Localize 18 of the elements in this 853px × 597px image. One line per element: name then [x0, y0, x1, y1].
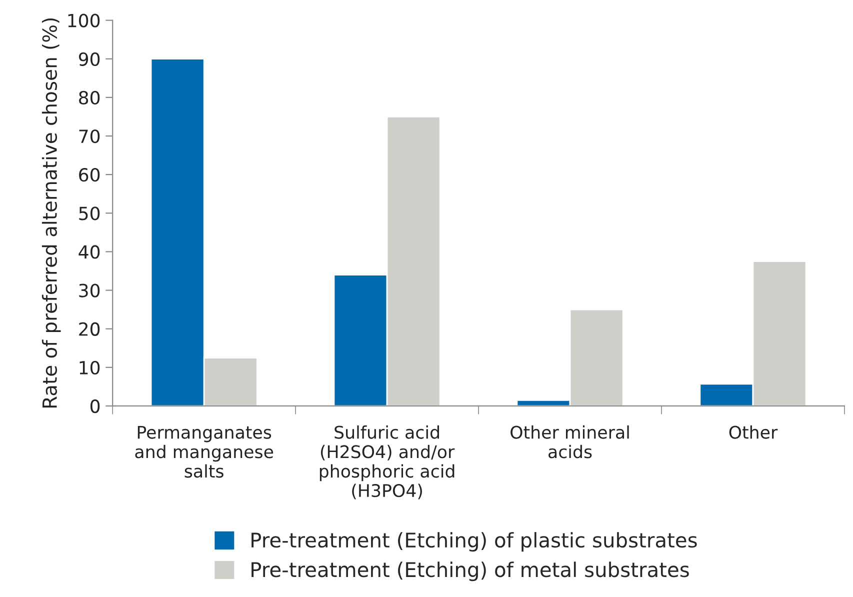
y-tick-label: 0	[90, 399, 100, 414]
y-tick-label: 100	[68, 14, 100, 28]
y-axis-title: Rate of preferred alternative chosen (%)	[42, 18, 61, 408]
x-tick-label: Permanganates and manganese salts	[135, 426, 274, 478]
x-tick-label: Other mineral acids	[510, 425, 629, 458]
y-tick-label: 10	[80, 360, 100, 375]
y-tick-label: 20	[79, 322, 100, 336]
y-tick-label: 80	[79, 90, 100, 105]
x-tick-label: Other	[729, 425, 778, 439]
y-tick-label: 90	[78, 52, 100, 66]
y-tick-label: 40	[78, 245, 100, 259]
y-tick-label: 50	[79, 206, 100, 220]
y-tick-label: 70	[79, 129, 100, 144]
y-tick-label: 60	[79, 168, 100, 182]
x-tick-label: Sulfuric acid (H2SO4) and/or phosphoric acid (H3PO4)	[320, 425, 455, 500]
y-tick-label: 30	[79, 284, 100, 298]
legend-label: Pre-treatment (Etching) of metal substrates	[252, 562, 689, 582]
legend-label: Pre-treatment (Etching) of plastic substrates	[252, 532, 697, 552]
